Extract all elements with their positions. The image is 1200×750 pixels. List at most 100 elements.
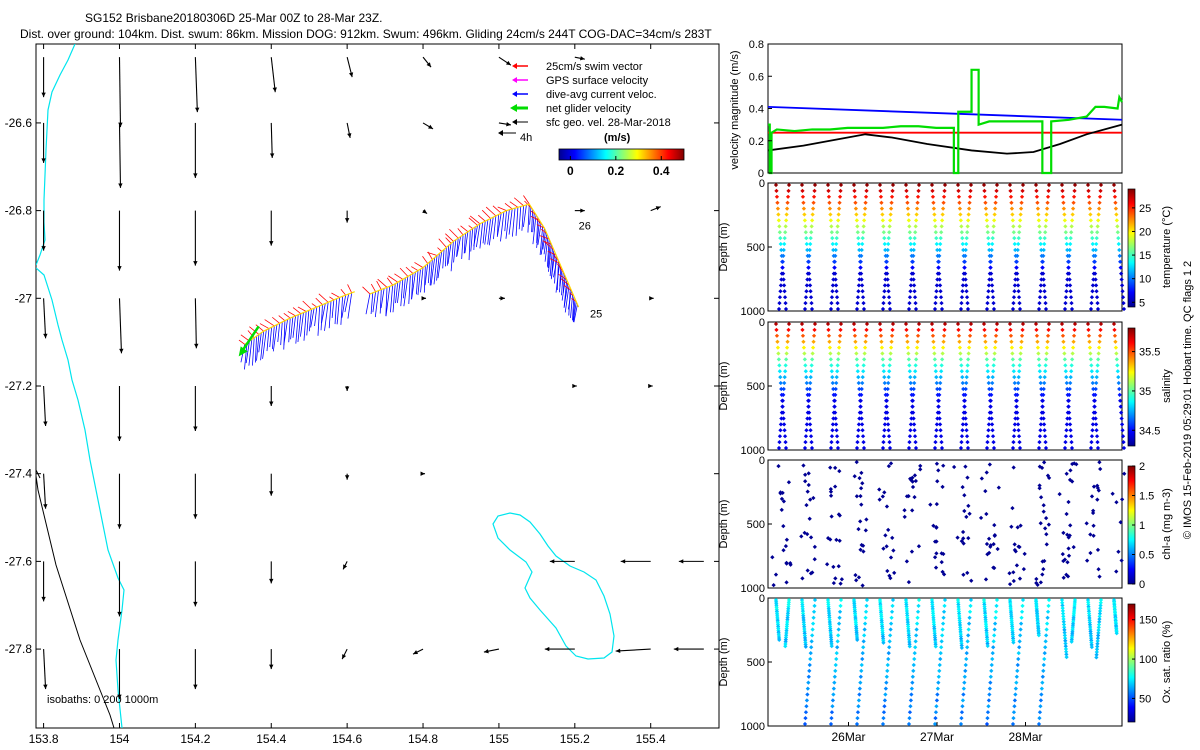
swim-vector [394, 273, 404, 280]
profile-point [775, 345, 781, 350]
profile-point [910, 404, 915, 409]
profile-point [1062, 627, 1067, 633]
swim-vector [544, 241, 555, 251]
profile-point [1071, 194, 1077, 199]
profile-point [770, 555, 775, 560]
dac-vector [500, 211, 505, 242]
profile-point [812, 182, 818, 188]
profile-point [1116, 549, 1121, 554]
profile-point [960, 375, 965, 380]
profile-point [979, 476, 984, 481]
swim-vector [542, 240, 552, 245]
surface-current-arrow [344, 386, 350, 391]
profile-point [1095, 224, 1100, 229]
isobath-line [36, 475, 115, 728]
profile-point [1012, 542, 1017, 547]
profile-x-tick-label: 26Mar [831, 730, 865, 744]
profile-point [887, 445, 893, 451]
profile-point [987, 386, 992, 392]
profile-point [881, 224, 886, 229]
swim-vector [292, 307, 302, 314]
profile-point [1110, 491, 1115, 496]
profile-point [983, 577, 989, 582]
dac-vector [344, 293, 350, 313]
profile-point [883, 692, 888, 697]
swim-vector [457, 228, 464, 236]
profile-point [908, 698, 914, 703]
profile-point [934, 698, 940, 703]
surface-current-arrow [346, 122, 352, 139]
profile-point [1090, 241, 1095, 247]
profile-point [963, 422, 969, 427]
profile-point [1093, 277, 1098, 282]
profile-point [967, 194, 973, 199]
profile-point [940, 351, 945, 356]
profile-point [991, 306, 997, 312]
profile-point [861, 549, 866, 554]
profile-point [886, 375, 891, 380]
profile-point [783, 445, 789, 451]
profile-point [1098, 603, 1103, 608]
profile-point [890, 321, 896, 327]
dac-vector [464, 231, 469, 254]
profile-point [862, 633, 867, 638]
dac-vector [424, 263, 429, 286]
arrow-head [549, 559, 555, 564]
profile-point [933, 434, 939, 439]
profile-colorbar [1127, 188, 1136, 308]
profile-point [1016, 236, 1021, 241]
profile-point [1040, 259, 1045, 264]
profile-point [803, 295, 809, 300]
map-x-tick-label: 155 [489, 732, 509, 746]
profile-point [934, 428, 939, 433]
profile-point [883, 271, 888, 276]
profile-point [809, 645, 814, 650]
profile-point [832, 404, 837, 409]
profile-point [854, 218, 859, 223]
profile-point [1095, 547, 1101, 552]
profile-point [811, 200, 816, 205]
profile-point [1069, 639, 1074, 644]
profile-point [1038, 698, 1044, 703]
profile-point [1011, 578, 1016, 584]
profile-point [1036, 445, 1042, 451]
colorbar-tick-label: 1 [1139, 520, 1145, 532]
profile-point [956, 327, 961, 333]
profile-point [932, 351, 937, 356]
dac-vector [341, 295, 347, 318]
profile-point [903, 321, 909, 327]
profile-point [776, 445, 782, 451]
profile-point [956, 333, 962, 338]
swim-vector [539, 235, 550, 240]
profile-point [1097, 339, 1102, 344]
swim-vector [362, 286, 371, 295]
swim-vector [271, 316, 280, 324]
copyright-note: © IMOS 15-Feb-2019 05:29:01 Hobart time.… [1182, 261, 1194, 539]
profile-point [808, 651, 813, 656]
profile-point [1044, 351, 1049, 356]
profile-point [780, 404, 785, 409]
map-x-tick-label: 155.4 [636, 732, 666, 746]
profile-point [1064, 471, 1069, 476]
profile-point [956, 194, 962, 199]
profile-point [890, 597, 896, 603]
profile-point [987, 692, 992, 697]
profile-point [960, 485, 965, 490]
profile-point [1068, 375, 1073, 380]
profile-point [1061, 616, 1066, 622]
profile-point [1041, 567, 1046, 572]
profile-point [964, 241, 969, 247]
profile-point [1061, 619, 1066, 624]
profile-point [831, 277, 836, 282]
profile-point [779, 271, 784, 276]
profile-y-tick-label: 0 [759, 178, 765, 190]
profile-point [932, 445, 938, 451]
profile-point [1112, 333, 1118, 338]
profile-point [1039, 416, 1044, 421]
profile-point [1094, 655, 1099, 660]
profile-point [837, 333, 843, 338]
profile-point [801, 463, 806, 468]
profile-point [833, 392, 838, 397]
profile-point [886, 651, 891, 656]
profile-point [1060, 551, 1065, 557]
